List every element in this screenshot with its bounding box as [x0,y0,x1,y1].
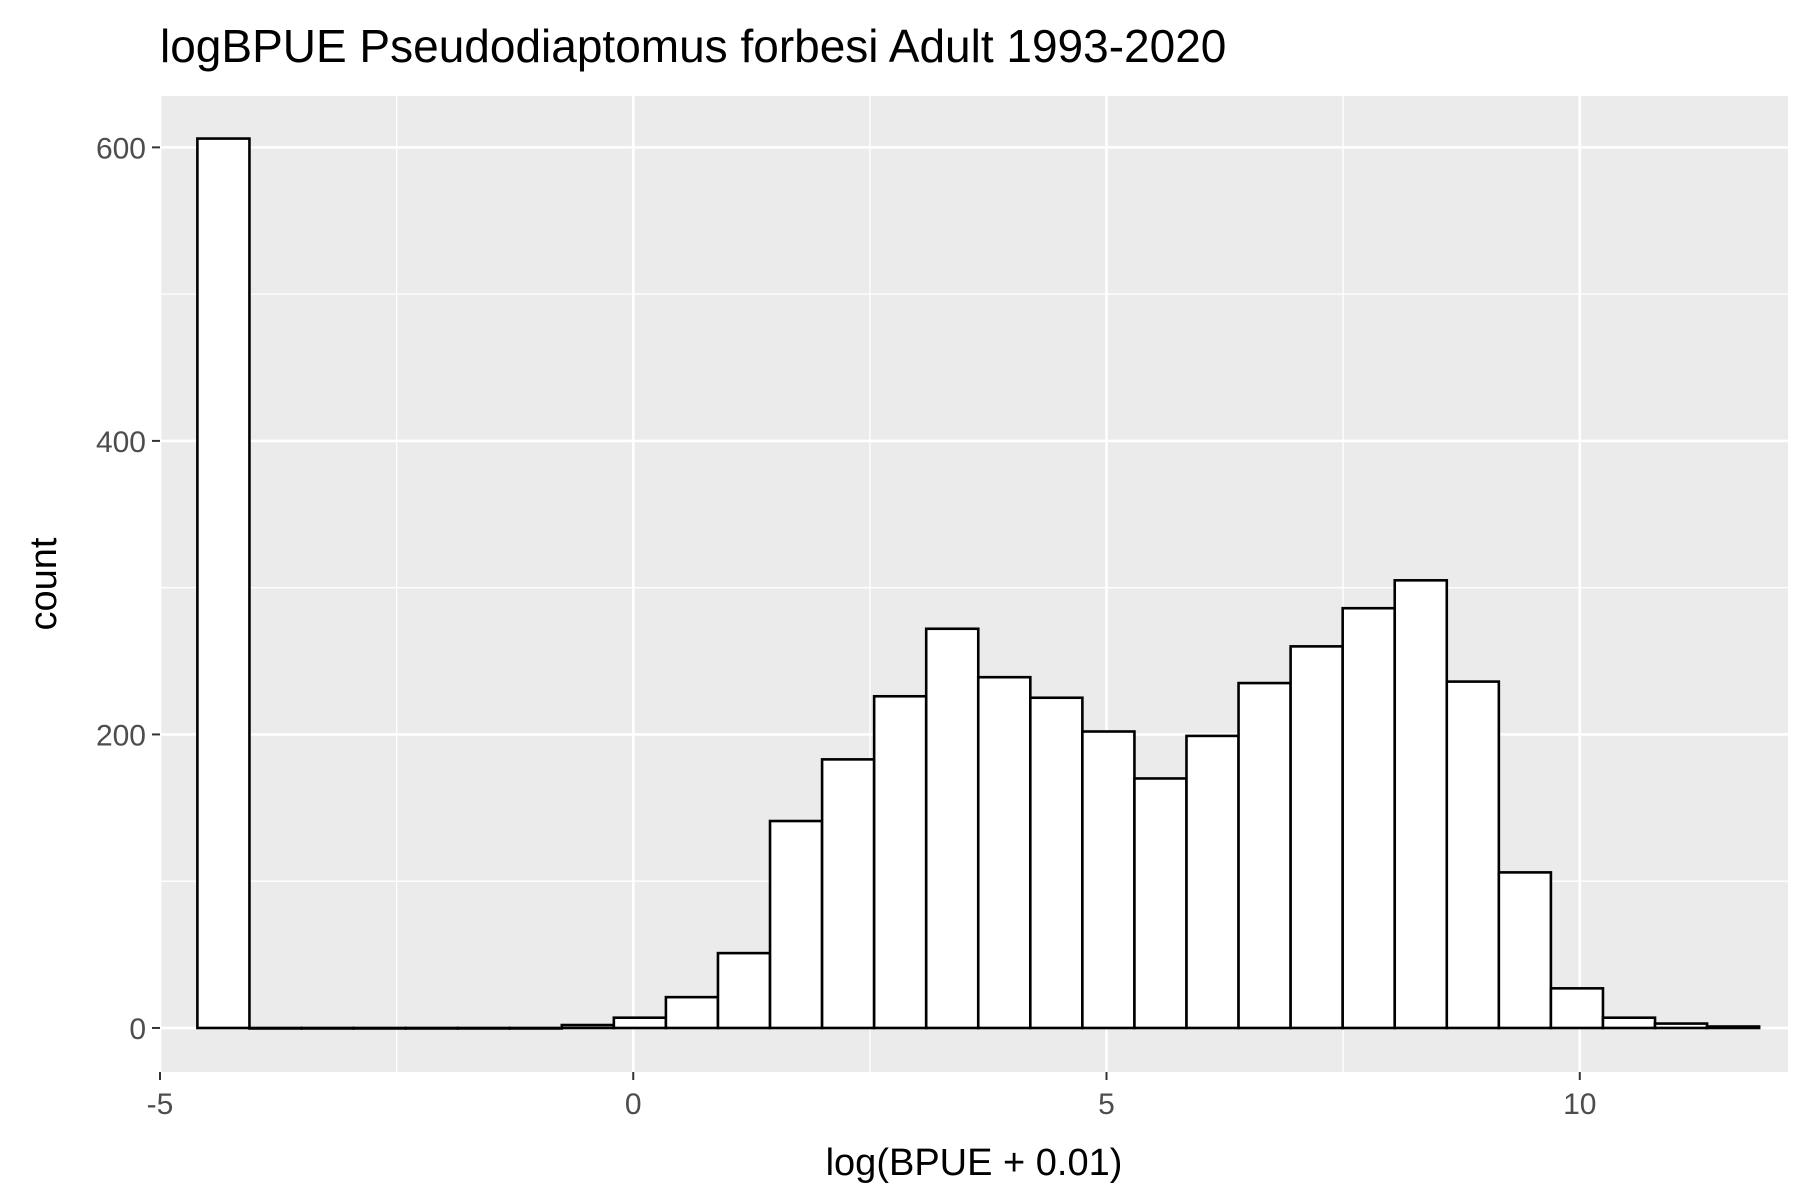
y-tick-label: 0 [129,1013,146,1046]
y-tick-label: 400 [96,426,146,459]
x-tick-label: 10 [1563,1088,1596,1121]
histogram-bar [1393,579,1449,1030]
histogram-bar [1237,681,1292,1030]
histogram-bar [560,1023,616,1030]
x-axis: -5 0 5 10 [147,1072,1596,1121]
histogram-bar [248,1026,303,1030]
histogram-bar [1601,1016,1657,1030]
x-tick-label: -5 [147,1088,174,1121]
histogram-bar [508,1026,564,1030]
histogram-bar [404,1026,459,1030]
histogram-bar [456,1026,512,1030]
histogram-bar [1445,680,1501,1030]
y-axis: 0 200 400 600 [96,132,160,1046]
histogram-bar [1341,606,1397,1030]
chart-title: logBPUE Pseudodiaptomus forbesi Adult 19… [160,20,1226,72]
histogram-bar [976,675,1032,1030]
histogram-bar [1549,987,1605,1030]
histogram-bar [1653,1022,1709,1030]
histogram-bar [1029,696,1084,1030]
y-axis-title: count [23,537,65,630]
histogram-bar [1133,777,1188,1030]
histogram-bar [924,627,980,1030]
histogram-bar [872,694,928,1030]
histogram-bar [768,819,824,1030]
histogram-bar [300,1026,355,1030]
histogram-bar [716,951,772,1030]
histogram-bar [820,758,876,1030]
histogram-bar [664,995,720,1030]
y-tick-label: 200 [96,719,146,752]
histogram-bar [1289,645,1344,1030]
y-tick-label: 600 [96,132,146,165]
x-axis-title: log(BPUE + 0.01) [826,1142,1123,1184]
x-tick-label: 5 [1098,1088,1115,1121]
x-tick-label: 0 [625,1088,642,1121]
bars [196,137,1761,1030]
histogram-bar [612,1016,668,1030]
histogram-bar [1081,730,1136,1030]
histogram-bar [1705,1025,1761,1030]
histogram-bar [196,137,251,1030]
histogram-bar [1185,734,1240,1030]
histogram-bar [1497,871,1553,1030]
histogram-bar [352,1026,407,1030]
